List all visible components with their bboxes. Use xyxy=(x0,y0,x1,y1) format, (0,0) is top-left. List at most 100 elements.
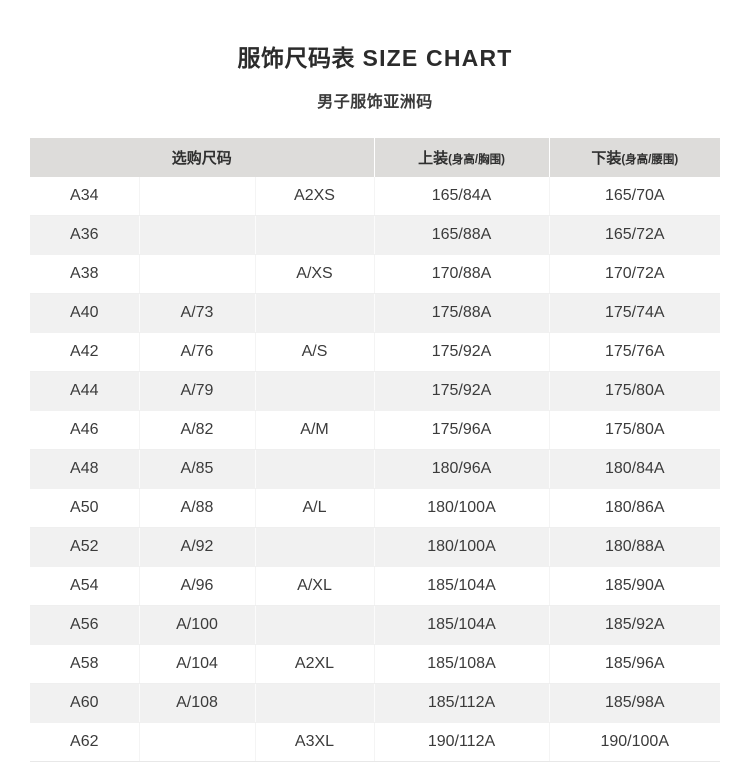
cell-size-b: A/73 xyxy=(139,293,256,333)
header-top-garment-label: 上装 xyxy=(418,149,449,167)
cell-top-measure: 185/104A xyxy=(374,605,550,645)
table-row: A34 A2XS 165/84A 165/70A xyxy=(30,176,720,216)
cell-size-a: A36 xyxy=(30,215,140,255)
table-row: A62 A3XL 190/112A 190/100A xyxy=(30,722,720,762)
cell-bottom-measure: 175/74A xyxy=(549,293,720,333)
cell-size-b: A/104 xyxy=(139,644,256,684)
cell-bottom-measure: 175/76A xyxy=(549,332,720,372)
cell-top-measure: 190/112A xyxy=(374,722,550,762)
cell-size-c: A/M xyxy=(255,410,375,450)
header-bottom-garment: 下装(身高/腰围) xyxy=(549,137,720,177)
cell-bottom-measure: 180/88A xyxy=(549,527,720,567)
cell-top-measure: 185/104A xyxy=(374,566,550,606)
cell-bottom-measure: 165/72A xyxy=(549,215,720,255)
table-header-row: 选购尺码 上装(身高/胸围) 下装(身高/腰围) xyxy=(30,137,720,177)
cell-bottom-measure: 175/80A xyxy=(549,410,720,450)
table-row: A52 A/92 180/100A 180/88A xyxy=(30,527,720,567)
cell-bottom-measure: 190/100A xyxy=(549,722,720,762)
table-row: A42 A/76 A/S 175/92A 175/76A xyxy=(30,332,720,372)
cell-size-c xyxy=(255,605,375,645)
cell-size-b: A/79 xyxy=(139,371,256,411)
cell-size-a: A54 xyxy=(30,566,140,606)
table-row: A54 A/96 A/XL 185/104A 185/90A xyxy=(30,566,720,606)
cell-size-a: A48 xyxy=(30,449,140,489)
table-header: 选购尺码 上装(身高/胸围) 下装(身高/腰围) xyxy=(30,137,720,177)
cell-size-a: A44 xyxy=(30,371,140,411)
header-top-garment-note: (身高/胸围) xyxy=(448,153,505,166)
cell-size-c: A/XL xyxy=(255,566,375,606)
table-row: A50 A/88 A/L 180/100A 180/86A xyxy=(30,488,720,528)
cell-top-measure: 170/88A xyxy=(374,254,550,294)
cell-size-b xyxy=(139,722,256,762)
cell-bottom-measure: 185/98A xyxy=(549,683,720,723)
cell-size-a: A50 xyxy=(30,488,140,528)
cell-top-measure: 180/100A xyxy=(374,527,550,567)
cell-size-c: A/XS xyxy=(255,254,375,294)
cell-bottom-measure: 170/72A xyxy=(549,254,720,294)
cell-top-measure: 180/100A xyxy=(374,488,550,528)
page-title-en: SIZE CHART xyxy=(354,45,513,71)
table-row: A44 A/79 175/92A 175/80A xyxy=(30,371,720,411)
cell-size-a: A52 xyxy=(30,527,140,567)
cell-top-measure: 165/84A xyxy=(374,176,550,216)
table-row: A38 A/XS 170/88A 170/72A xyxy=(30,254,720,294)
cell-size-a: A56 xyxy=(30,605,140,645)
table-row: A60 A/108 185/112A 185/98A xyxy=(30,683,720,723)
cell-top-measure: 175/92A xyxy=(374,332,550,372)
cell-size-b xyxy=(139,254,256,294)
cell-size-c: A/S xyxy=(255,332,375,372)
cell-size-a: A38 xyxy=(30,254,140,294)
cell-size-c xyxy=(255,293,375,333)
cell-bottom-measure: 185/92A xyxy=(549,605,720,645)
cell-top-measure: 175/92A xyxy=(374,371,550,411)
cell-size-c: A2XS xyxy=(255,176,375,216)
cell-size-a: A58 xyxy=(30,644,140,684)
cell-bottom-measure: 175/80A xyxy=(549,371,720,411)
cell-size-a: A46 xyxy=(30,410,140,450)
cell-size-b: A/82 xyxy=(139,410,256,450)
cell-size-a: A34 xyxy=(30,176,140,216)
cell-size-c xyxy=(255,527,375,567)
cell-bottom-measure: 180/86A xyxy=(549,488,720,528)
table-row: A46 A/82 A/M 175/96A 175/80A xyxy=(30,410,720,450)
page-title-cn: 服饰尺码表 xyxy=(237,45,355,71)
cell-size-a: A60 xyxy=(30,683,140,723)
size-chart-table-wrap: 选购尺码 上装(身高/胸围) 下装(身高/腰围) A34 A2XS 165/84A 1… xyxy=(30,137,720,762)
table-row: A56 A/100 185/104A 185/92A xyxy=(30,605,720,645)
cell-size-b: A/85 xyxy=(139,449,256,489)
cell-bottom-measure: 185/90A xyxy=(549,566,720,606)
cell-size-b: A/96 xyxy=(139,566,256,606)
size-chart-table: 选购尺码 上装(身高/胸围) 下装(身高/腰围) A34 A2XS 165/84A 1… xyxy=(30,137,720,762)
cell-size-b xyxy=(139,215,256,255)
cell-bottom-measure: 165/70A xyxy=(549,176,720,216)
cell-size-b xyxy=(139,176,256,216)
cell-size-c xyxy=(255,371,375,411)
cell-size-c xyxy=(255,683,375,723)
cell-size-a: A42 xyxy=(30,332,140,372)
cell-top-measure: 175/88A xyxy=(374,293,550,333)
table-row: A40 A/73 175/88A 175/74A xyxy=(30,293,720,333)
cell-size-c: A2XL xyxy=(255,644,375,684)
cell-size-a: A62 xyxy=(30,722,140,762)
table-row: A58 A/104 A2XL 185/108A 185/96A xyxy=(30,644,720,684)
cell-bottom-measure: 180/84A xyxy=(549,449,720,489)
table-body: A34 A2XS 165/84A 165/70A A36 165/88A 165/72A A3… xyxy=(30,176,720,762)
header-bottom-garment-label: 下装 xyxy=(591,149,622,167)
cell-size-b: A/88 xyxy=(139,488,256,528)
cell-top-measure: 165/88A xyxy=(374,215,550,255)
cell-size-c: A3XL xyxy=(255,722,375,762)
cell-size-a: A40 xyxy=(30,293,140,333)
cell-top-measure: 185/112A xyxy=(374,683,550,723)
cell-size-b: A/100 xyxy=(139,605,256,645)
cell-size-b: A/108 xyxy=(139,683,256,723)
cell-bottom-measure: 185/96A xyxy=(549,644,720,684)
cell-size-b: A/92 xyxy=(139,527,256,567)
table-row: A48 A/85 180/96A 180/84A xyxy=(30,449,720,489)
header-top-garment: 上装(身高/胸围) xyxy=(374,137,550,177)
cell-size-c xyxy=(255,215,375,255)
cell-top-measure: 185/108A xyxy=(374,644,550,684)
cell-size-c: A/L xyxy=(255,488,375,528)
cell-size-c xyxy=(255,449,375,489)
page-title: 服饰尺码表 SIZE CHART xyxy=(0,44,750,74)
